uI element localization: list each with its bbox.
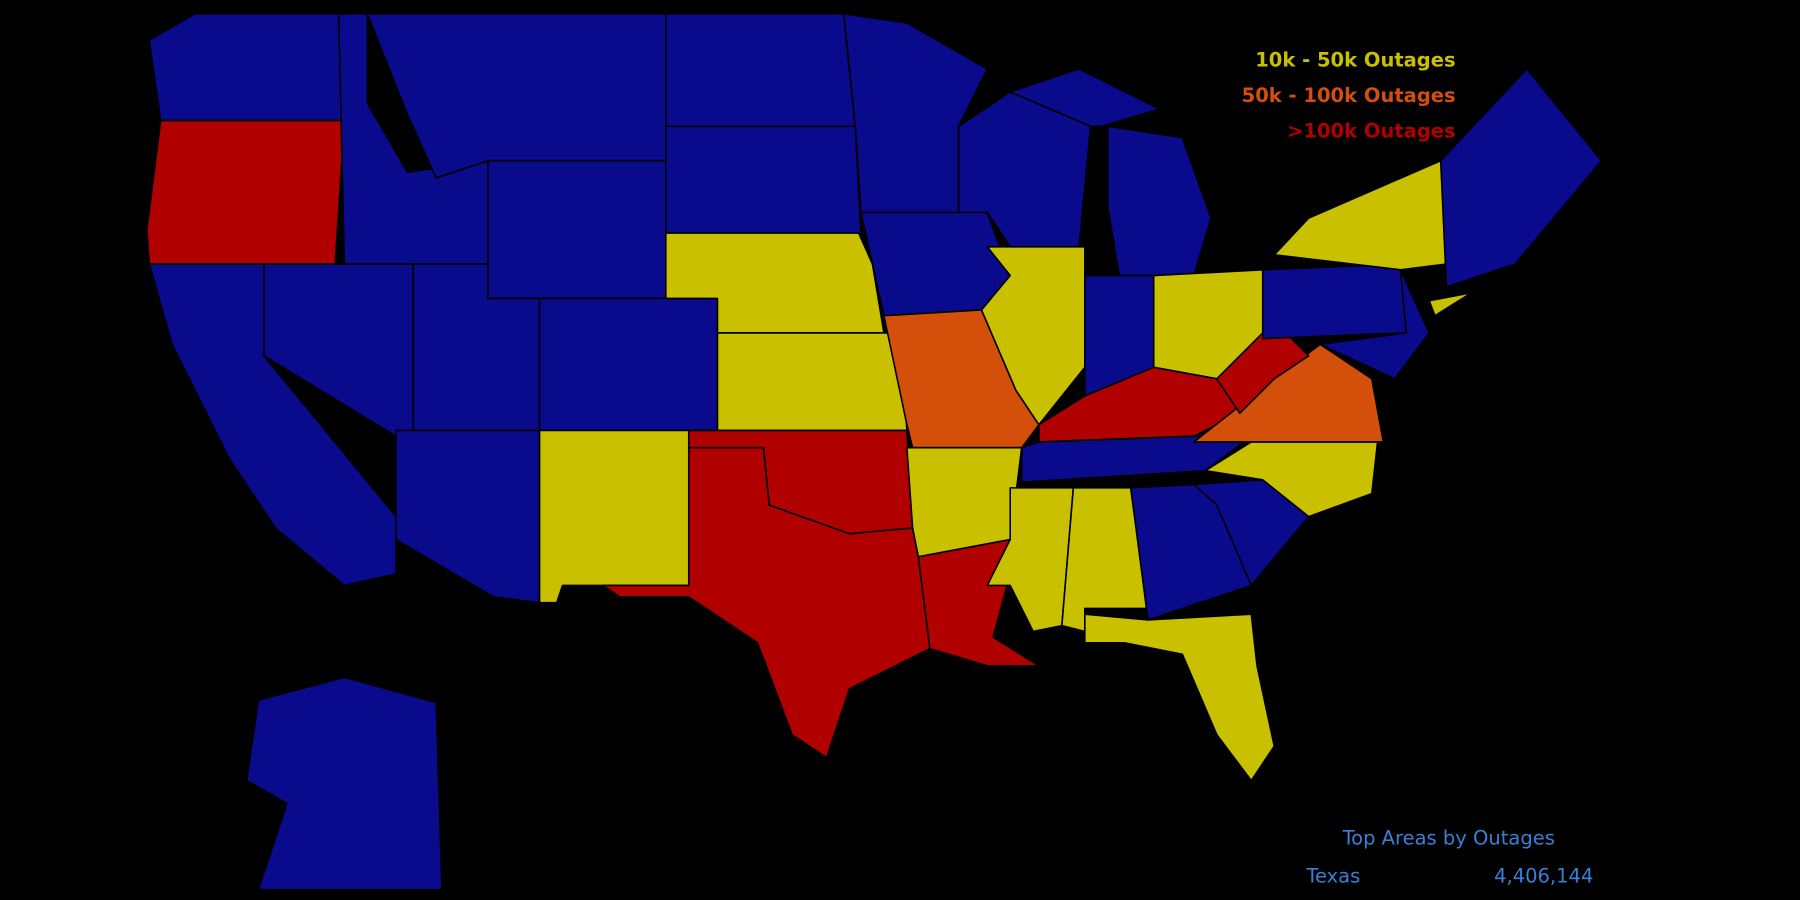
top-areas: Top Areas by Outages Texas 4,406,144 xyxy=(1305,827,1593,888)
state xyxy=(1084,613,1276,782)
area-name: Texas xyxy=(1305,865,1360,888)
legend: 10k - 50k Outages 50k - 100k Outages >10… xyxy=(1242,48,1456,142)
state xyxy=(1439,68,1603,288)
state xyxy=(601,446,931,759)
area-value: 4,406,144 xyxy=(1494,865,1593,888)
state xyxy=(665,125,862,237)
state xyxy=(1009,68,1161,128)
state xyxy=(246,676,443,891)
state xyxy=(146,119,346,265)
states xyxy=(146,12,1603,891)
top-areas-title: Top Areas by Outages xyxy=(1342,827,1555,850)
state xyxy=(395,429,541,604)
state xyxy=(1319,268,1431,380)
state xyxy=(1193,479,1310,587)
state xyxy=(716,332,908,432)
state xyxy=(1261,263,1408,340)
state xyxy=(148,12,346,122)
state xyxy=(538,297,719,432)
state xyxy=(1428,291,1473,317)
state xyxy=(487,159,667,300)
legend-label: 10k - 50k Outages xyxy=(1255,48,1455,71)
legend-label: >100k Outages xyxy=(1287,120,1456,143)
state xyxy=(980,246,1086,426)
state xyxy=(538,429,690,604)
legend-label: 50k - 100k Outages xyxy=(1242,84,1456,107)
state xyxy=(665,12,857,128)
state xyxy=(860,211,1012,317)
